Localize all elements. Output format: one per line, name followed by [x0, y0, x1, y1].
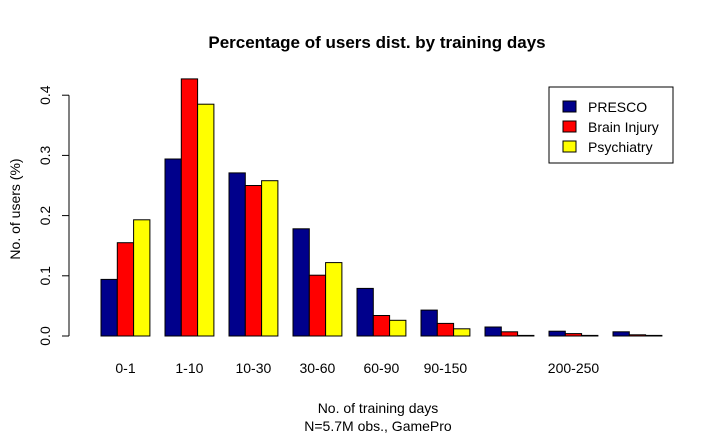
bar-brain-injury-0: [116, 242, 135, 337]
legend-swatch-presco: [562, 100, 577, 113]
bar-brain-injury-2: [244, 185, 263, 337]
chart-title: Percentage of users dist. by training da…: [208, 33, 545, 52]
bar-psychiatry-7: [581, 334, 599, 337]
bar-psychiatry-0: [133, 219, 151, 337]
bar-brain-injury-5: [436, 322, 455, 337]
bar-presco-7: [548, 330, 566, 337]
y-tick-label: 0.4: [37, 85, 53, 105]
y-tick-label: 0.3: [37, 145, 53, 165]
legend-label: Psychiatry: [588, 139, 653, 155]
y-tick-label: 0.0: [37, 326, 53, 346]
x-tick-label: 0-1: [115, 360, 135, 376]
x-tick-label: 60-90: [363, 360, 399, 376]
bar-psychiatry-8: [645, 334, 663, 337]
bar-psychiatry-2: [261, 180, 279, 337]
x-axis-labels: 0-1 1-10 10-30 30-60 60-90 90-150 200-250: [115, 360, 599, 376]
legend-swatch-psychiatry: [562, 140, 577, 153]
bar-brain-injury-6: [500, 331, 519, 337]
bars-group: [100, 78, 663, 337]
legend-label: PRESCO: [588, 99, 647, 115]
bar-psychiatry-5: [453, 328, 471, 337]
bar-presco-2: [228, 172, 246, 337]
x-tick-label: 1-10: [175, 360, 203, 376]
legend-swatch-brain-injury: [562, 120, 577, 133]
bar-presco-1: [164, 158, 182, 337]
x-axis-label: No. of training days: [318, 400, 439, 416]
bar-psychiatry-6: [517, 334, 535, 337]
y-axis-label: No. of users (%): [7, 158, 23, 259]
bar-presco-0: [100, 278, 118, 337]
bar-presco-8: [612, 331, 630, 337]
bar-psychiatry-4: [389, 319, 407, 337]
x-tick-label: 200-250: [548, 360, 600, 376]
legend: PRESCO Brain Injury Psychiatry: [548, 86, 674, 164]
y-tick-label: 0.1: [37, 266, 53, 286]
legend-label: Brain Injury: [588, 119, 659, 135]
bar-brain-injury-3: [308, 274, 327, 337]
bar-psychiatry-3: [325, 262, 343, 337]
bar-presco-5: [420, 309, 438, 337]
y-tick-label: 0.2: [37, 206, 53, 226]
bar-brain-injury-7: [564, 333, 583, 337]
bar-brain-injury-4: [372, 315, 391, 337]
y-axis: 0.0 0.1 0.2 0.3 0.4: [37, 85, 70, 346]
x-tick-label: 30-60: [299, 360, 335, 376]
bar-presco-6: [484, 326, 502, 337]
bar-presco-3: [292, 228, 310, 337]
bar-brain-injury-8: [628, 334, 647, 337]
bar-psychiatry-1: [197, 103, 215, 337]
bar-brain-injury-1: [180, 78, 199, 337]
x-tick-label: 10-30: [235, 360, 271, 376]
x-tick-label: 90-150: [424, 360, 468, 376]
x-axis-sublabel: N=5.7M obs., GamePro: [304, 418, 452, 434]
bar-presco-4: [356, 287, 374, 337]
